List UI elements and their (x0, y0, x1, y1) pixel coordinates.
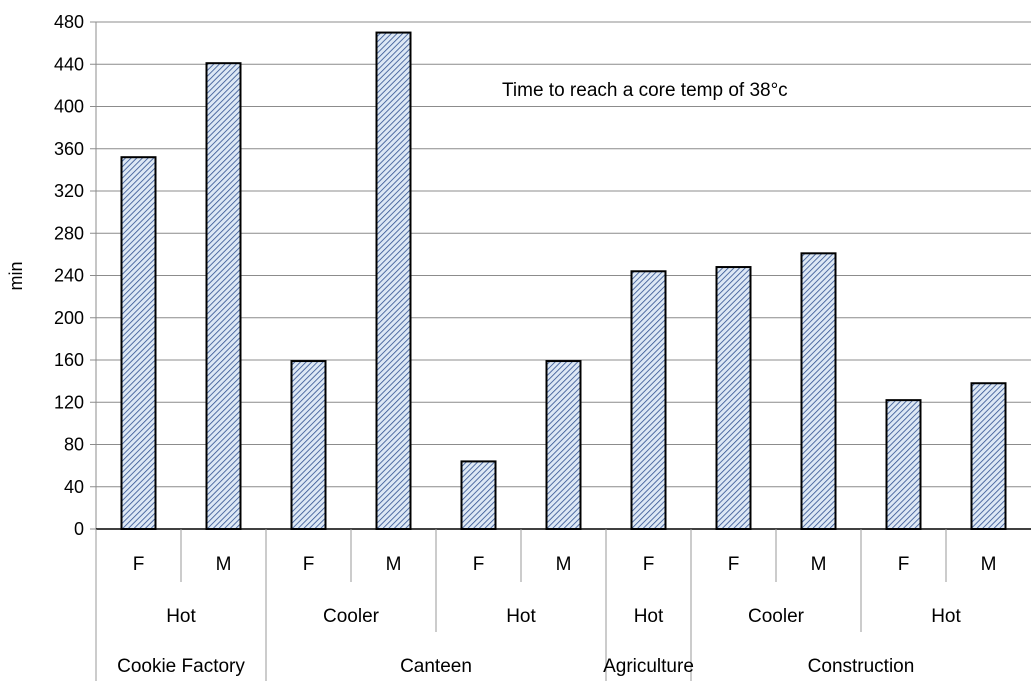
x-category-label: M (811, 554, 827, 575)
gridlines (96, 21, 1031, 488)
x-site-label: Canteen (400, 656, 472, 677)
x-category-label: M (556, 554, 572, 575)
y-tick-label: 360 (54, 139, 84, 159)
y-tick-label: 200 (54, 308, 84, 328)
y-tick-label: 280 (54, 223, 84, 243)
y-tick-label: 320 (54, 181, 84, 201)
y-tick-label: 80 (64, 435, 84, 455)
y-tick-label: 160 (54, 350, 84, 370)
x-group-label: Cooler (748, 606, 805, 627)
y-tick-label: 40 (64, 477, 84, 497)
bar (970, 382, 1007, 530)
bars (120, 31, 1007, 531)
chart-annotation: Time to reach a core temp of 38°c (502, 80, 788, 101)
bar (715, 266, 752, 530)
x-site-label: Construction (808, 656, 915, 677)
x-category-label: M (981, 554, 997, 575)
x-site-label: Cookie Factory (117, 656, 245, 677)
y-axis-label: min (6, 261, 26, 290)
y-tick-label: 440 (54, 54, 84, 74)
y-tick-label: 480 (54, 12, 84, 32)
bar (630, 270, 667, 530)
bar (205, 62, 242, 530)
x-category-label: F (473, 554, 485, 575)
x-category-label: M (216, 554, 232, 575)
x-category-label: F (303, 554, 315, 575)
x-axis-labels: F M F M F M F F M F M Hot Cooler Hot Hot Cooler Hot Cooki… (95, 529, 997, 681)
x-group-label: Hot (931, 606, 961, 627)
x-site-label: Agriculture (603, 656, 694, 677)
x-category-label: F (133, 554, 145, 575)
x-group-label: Hot (634, 606, 664, 627)
bar (800, 252, 837, 530)
bar (885, 399, 922, 531)
axes (95, 22, 1031, 530)
bar (290, 360, 327, 530)
y-tick-label: 400 (54, 97, 84, 117)
x-group-label: Hot (506, 606, 536, 627)
y-tick-label: 120 (54, 392, 84, 412)
bar (375, 31, 412, 530)
x-category-label: F (728, 554, 740, 575)
bar (460, 460, 497, 530)
x-group-label: Cooler (323, 606, 380, 627)
bar (120, 156, 157, 530)
x-category-label: M (386, 554, 402, 575)
y-axis-ticks: 0 40 80 120 160 200 240 280 320 360 400 440 480 (54, 12, 96, 539)
x-category-label: F (643, 554, 655, 575)
y-tick-label: 240 (54, 266, 84, 286)
bar (545, 360, 582, 530)
x-category-label: F (898, 554, 910, 575)
x-group-label: Hot (166, 606, 196, 627)
y-tick-label: 0 (74, 519, 84, 539)
